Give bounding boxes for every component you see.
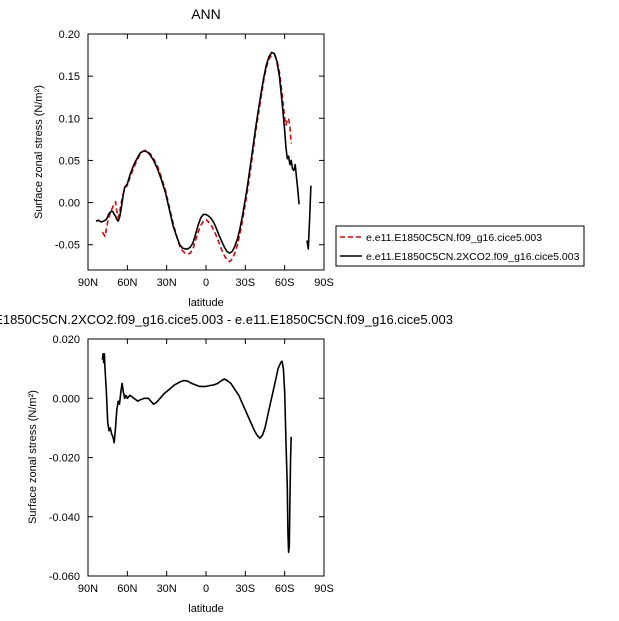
bottom-series-line-0 [101,353,292,554]
top-x-axis-label: latitude [188,297,223,309]
top-panel: ANN 90N 60N 30N 0 30S 60S 90S -0.05 0.00 0.05 0.10… [33,6,334,309]
top-plot-frame [87,33,325,271]
top-series-line-1 [95,51,300,254]
top-y-tick-label: 0.20 [59,29,80,41]
bottom-y-tick-label: -0.020 [49,453,80,465]
top-x-tick-label: 90S [314,277,334,289]
top-y-tick-label: -0.05 [55,240,80,252]
top-series-line-2 [306,185,312,250]
top-y-tick-label: 0.10 [59,113,80,125]
top-x-tick-label: 60S [275,277,295,289]
bottom-x-tick-label: 60N [117,583,137,595]
top-x-tick-label: 30N [157,277,177,289]
bottom-x-tick-label: 90S [314,583,334,595]
bottom-y-axis-label: Surface zonal stress (N/m²) [27,390,39,524]
legend: e.e11.E1850C5CN.f09_g16.cice5.003 e.e11.… [335,225,585,267]
bottom-x-tick-label: 30S [236,583,256,595]
bottom-panel: e.e11.E1850C5CN.2XCO2.f09_g16.cice5.003 … [0,312,453,615]
bottom-x-tick-label: 30N [157,583,177,595]
legend-label-2xco2: e.e11.E1850C5CN.2XCO2.f09_g16.cice5.003 [366,251,580,263]
bottom-x-tick-label: 60S [275,583,295,595]
top-x-tick-label: 90N [78,277,98,289]
bottom-y-tick-label: -0.060 [49,571,80,583]
top-y-tick-label: 0.05 [59,155,80,167]
bottom-x-axis-label: latitude [188,603,223,615]
legend-label-control: e.e11.E1850C5CN.f09_g16.cice5.003 [366,232,542,244]
bottom-x-tick-label: 90N [78,583,98,595]
top-y-tick-label: 0.00 [59,198,80,210]
bottom-y-tick-label: 0.000 [52,393,80,405]
bottom-y-tick-label: 0.020 [52,334,80,346]
top-y-axis-label: Surface zonal stress (N/m²) [33,85,45,219]
top-chart-title: ANN [191,6,221,22]
bottom-chart-title: e.e11.E1850C5CN.2XCO2.f09_g16.cice5.003 … [0,312,453,327]
top-x-tick-label: 30S [236,277,256,289]
bottom-x-tick-label: 0 [203,583,209,595]
top-x-tick-label: 0 [203,277,209,289]
top-series-line-0 [101,53,292,263]
top-y-tick-label: 0.15 [59,71,80,83]
bottom-y-tick-label: -0.040 [49,512,80,524]
top-x-tick-label: 60N [117,277,137,289]
legend-box [335,225,585,267]
